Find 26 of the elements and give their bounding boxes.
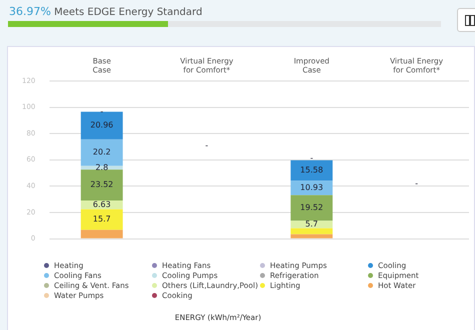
annotation: - xyxy=(100,106,104,116)
bar xyxy=(290,228,333,234)
bar xyxy=(290,220,333,228)
data-label: 15.58 xyxy=(300,166,324,175)
chart-title: 36.97% Meets EDGE Energy Standard xyxy=(9,5,202,18)
annotation: - xyxy=(205,141,208,150)
data-label: 15.7 xyxy=(92,214,111,224)
bar xyxy=(290,195,333,221)
data-label: 20.96 xyxy=(90,120,114,130)
data-label: 20.2 xyxy=(92,148,111,157)
data-label: 23.52 xyxy=(90,180,114,190)
bar xyxy=(80,170,123,200)
bar xyxy=(80,230,123,238)
bar xyxy=(290,234,333,238)
data-label: 2.8 xyxy=(95,162,108,172)
data-label: 6.63 xyxy=(92,200,111,209)
data-label: 10.93 xyxy=(300,183,324,192)
data-label: 19.52 xyxy=(300,203,324,212)
bar xyxy=(80,112,123,140)
bar xyxy=(80,139,123,166)
bar xyxy=(80,209,123,230)
annotation: - xyxy=(415,179,418,188)
annotation: - xyxy=(310,154,314,163)
data-label: 5.7 xyxy=(305,220,318,229)
bar xyxy=(290,160,333,181)
bar xyxy=(290,180,333,196)
